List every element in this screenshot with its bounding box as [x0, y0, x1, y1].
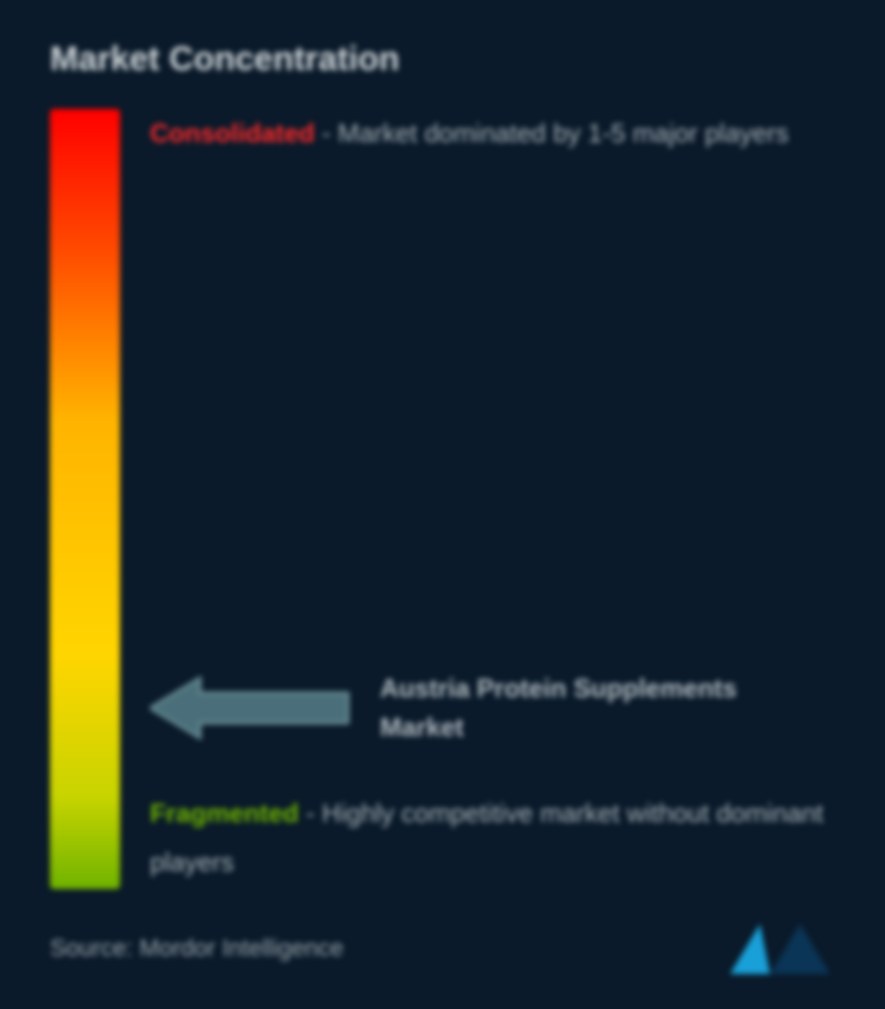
- fragmented-text: Fragmented - Highly competitive market w…: [150, 789, 835, 888]
- pointer-arrow-icon: [150, 673, 350, 743]
- fragmented-label: Fragmented: [150, 798, 299, 828]
- content-row: Consolidated - Market dominated by 1-5 m…: [50, 109, 835, 889]
- consolidated-label: Consolidated: [150, 118, 315, 148]
- pointer-row: Austria Protein Supplements Market: [150, 669, 760, 747]
- source-text: Source: Mordor Intelligence: [50, 935, 343, 963]
- brand-logo: [725, 919, 835, 979]
- consolidated-text: Consolidated - Market dominated by 1-5 m…: [150, 109, 835, 158]
- gradient-bar-container: [50, 109, 120, 889]
- consolidated-desc: - Market dominated by 1-5 major players: [322, 118, 789, 148]
- right-column: Consolidated - Market dominated by 1-5 m…: [150, 109, 835, 889]
- page-title: Market Concentration: [50, 40, 835, 79]
- concentration-gradient-bar: [50, 109, 120, 889]
- logo-icon: [725, 919, 835, 979]
- footer: Source: Mordor Intelligence: [50, 919, 835, 979]
- pointer-label: Austria Protein Supplements Market: [380, 669, 760, 747]
